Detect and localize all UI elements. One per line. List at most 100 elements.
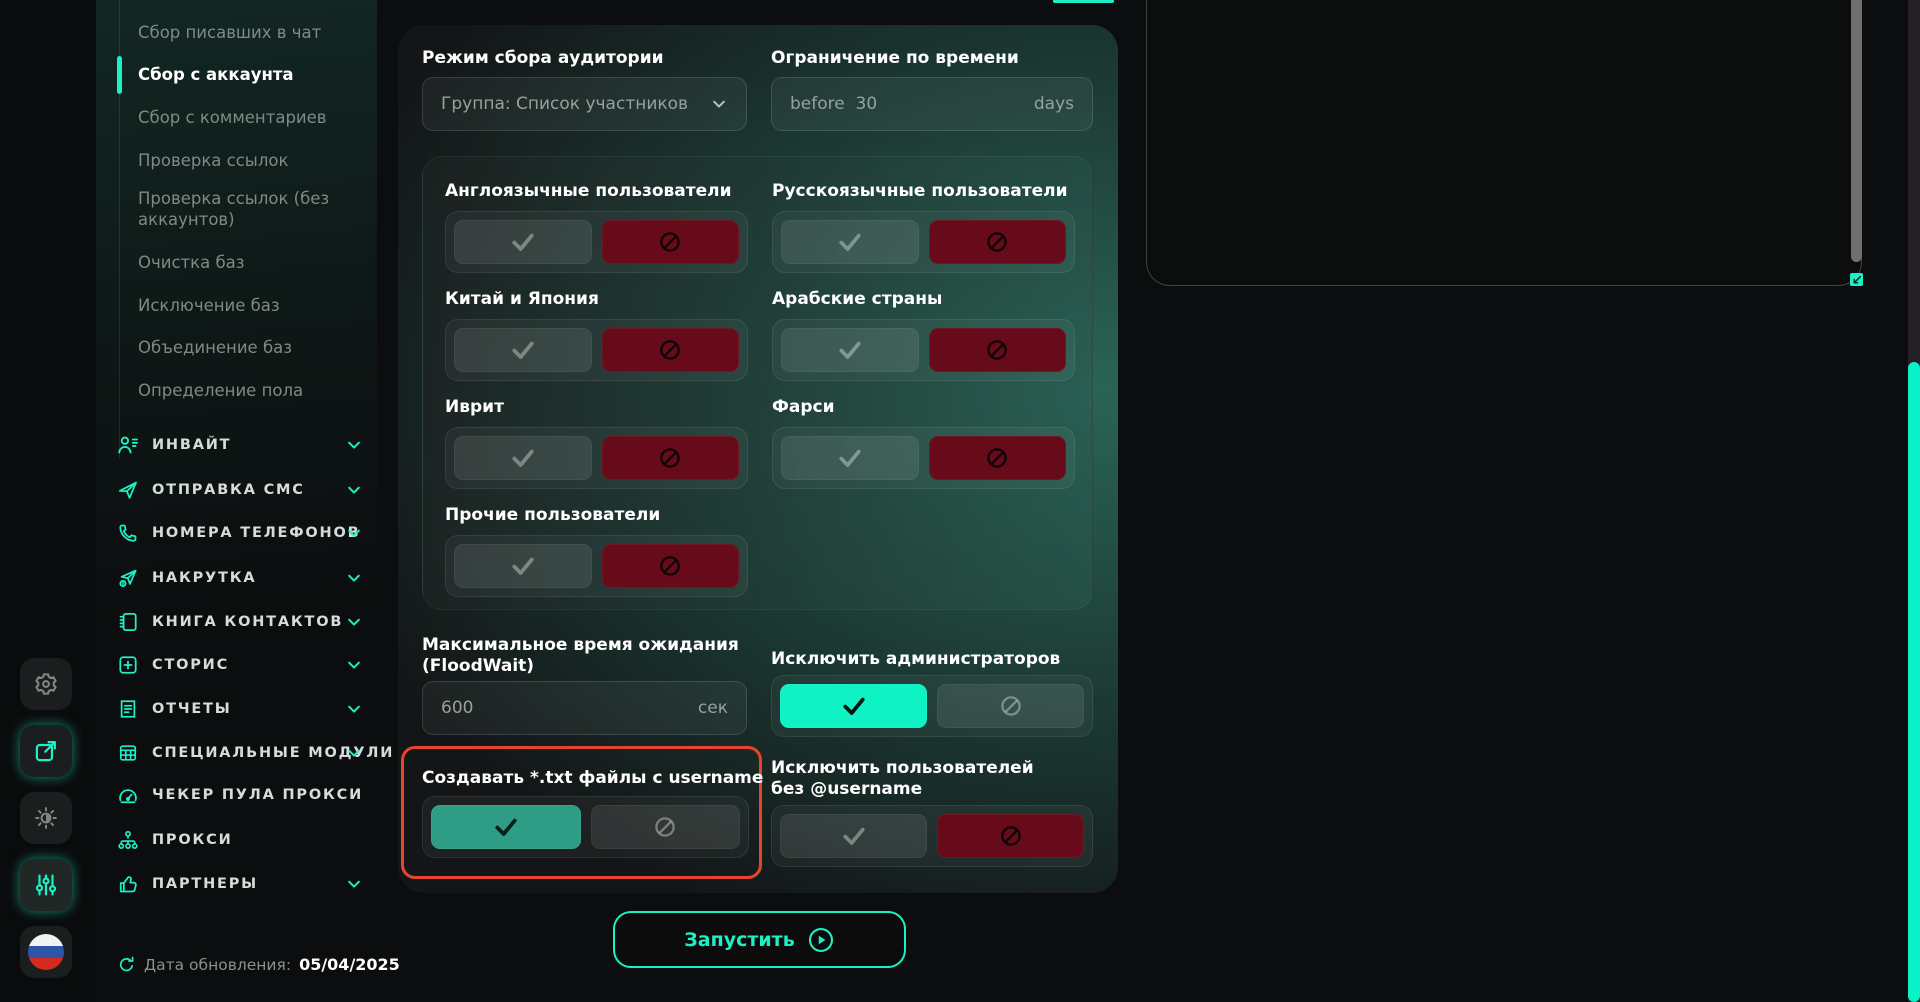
language-filter-4-disable-button[interactable] (601, 436, 739, 480)
language-filter-3-disable-button[interactable] (928, 328, 1066, 372)
language-filter-3-enable-button[interactable] (781, 328, 919, 372)
txt-files-label: Создавать *.txt файлы с username (422, 768, 764, 788)
sidebar-section-label: ЧЕКЕР ПУЛА ПРОКСИ (152, 787, 364, 803)
exclude-admins-enable-button[interactable] (780, 684, 927, 728)
sidebar-section-label: НОМЕРА ТЕЛЕФОНОВ (152, 525, 361, 541)
modules-button[interactable] (20, 859, 72, 911)
proxy-checker-icon (117, 784, 139, 806)
theme-button[interactable] (20, 792, 72, 844)
language-filter-label: Фарси (772, 397, 835, 417)
exclude-no-username-enable-button[interactable] (780, 814, 927, 858)
txt-files-enable-button[interactable] (431, 805, 581, 849)
language-filter-4-enable-button[interactable] (454, 436, 592, 480)
language-button[interactable] (20, 926, 72, 978)
chevron-down-icon (345, 613, 363, 631)
exclude-admins-toggle (771, 675, 1093, 737)
language-filters-card: Англоязычные пользователи Русскоязычные п… (422, 156, 1093, 610)
sidebar-section[interactable]: НОМЕРА ТЕЛЕФОНОВ (96, 512, 377, 554)
sidebar-item[interactable]: Проверка ссылок (без аккаунтов) (138, 189, 330, 229)
floodwait-suffix: сек (697, 698, 728, 718)
language-filter-5-disable-button[interactable] (928, 436, 1066, 480)
prohibit-icon (658, 554, 682, 578)
check-icon (836, 228, 864, 256)
prohibit-icon (658, 446, 682, 470)
check-icon (509, 228, 537, 256)
language-filter-2-toggle (445, 319, 748, 381)
check-icon (509, 336, 537, 364)
sidebar-item[interactable]: Исключение баз (138, 296, 280, 315)
sidebar-item[interactable]: Определение пола (138, 381, 304, 400)
language-filter-2-disable-button[interactable] (601, 328, 739, 372)
language-filter-1-enable-button[interactable] (781, 220, 919, 264)
run-button[interactable]: Запустить (613, 911, 906, 968)
sidebar-section[interactable]: КНИГА КОНТАКТОВ (96, 601, 377, 643)
language-filter-6-enable-button[interactable] (454, 544, 592, 588)
sidebar-section[interactable]: ИНВАЙТ (96, 424, 377, 466)
refresh-icon[interactable] (117, 955, 136, 974)
language-filter-0-disable-button[interactable] (601, 220, 739, 264)
sidebar-item[interactable]: Сбор с комментариев (138, 108, 327, 127)
play-icon (807, 926, 835, 954)
sidebar-section[interactable]: СТОРИС (96, 644, 377, 686)
sliders-icon (33, 872, 59, 898)
sidebar-section[interactable]: НАКРУТКА (96, 557, 377, 599)
sidebar-item[interactable]: Сбор писавших в чат (138, 23, 322, 42)
prohibit-icon (999, 694, 1023, 718)
sidebar-section[interactable]: ОТЧЕТЫ (96, 688, 377, 730)
language-filter-0-toggle (445, 211, 748, 273)
boost-icon (117, 567, 139, 589)
sidebar-item[interactable]: Очистка баз (138, 253, 245, 272)
top-accent-line (1053, 0, 1114, 3)
language-filter-1-disable-button[interactable] (928, 220, 1066, 264)
time-limit-value: before 30 (790, 94, 878, 114)
language-filter-6-disable-button[interactable] (601, 544, 739, 588)
txt-files-disable-button[interactable] (590, 805, 740, 849)
language-filter-2-enable-button[interactable] (454, 328, 592, 372)
panel-scrollbar-thumb[interactable] (1851, 0, 1862, 262)
resize-grip-icon[interactable] (1850, 273, 1863, 286)
page-scrollbar-track (1908, 0, 1920, 1002)
exclude-admins-disable-button[interactable] (937, 684, 1084, 728)
update-date-label: Дата обновления: (144, 955, 292, 974)
check-icon (509, 444, 537, 472)
check-icon (836, 444, 864, 472)
exclude-no-username-disable-button[interactable] (937, 814, 1084, 858)
sidebar-section-label: СПЕЦИАЛЬНЫЕ МОДУЛИ (152, 745, 395, 761)
settings-button[interactable] (20, 658, 72, 710)
floodwait-label: Максимальное время ожидания (FloodWait) (422, 635, 739, 676)
sidebar: Сбор писавших в чат Сбор с аккаунта Сбор с… (96, 0, 400, 1002)
page-scrollbar-thumb[interactable] (1908, 362, 1920, 1002)
sidebar-section[interactable]: ОТПРАВКА СМС (96, 469, 377, 511)
reports-icon (117, 698, 139, 720)
audience-mode-select[interactable]: Группа: Список участников (422, 77, 747, 131)
language-filter-6-toggle (445, 535, 748, 597)
open-external-button[interactable] (20, 725, 72, 777)
sidebar-item[interactable]: Объединение баз (138, 338, 293, 357)
language-filter-1-toggle (772, 211, 1075, 273)
active-item-indicator (117, 56, 122, 94)
exclude-admins-label: Исключить администраторов (771, 649, 1061, 669)
sidebar-section[interactable]: СПЕЦИАЛЬНЫЕ МОДУЛИ (96, 732, 392, 774)
sidebar-item[interactable]: Проверка ссылок (138, 151, 289, 170)
language-filter-label: Иврит (445, 397, 504, 417)
language-filter-5-enable-button[interactable] (781, 436, 919, 480)
floodwait-input[interactable]: 600 сек (422, 681, 747, 735)
language-filter-4-toggle (445, 427, 748, 489)
special-modules-icon (117, 742, 139, 764)
sidebar-item-active[interactable]: Сбор с аккаунта (138, 65, 294, 84)
sidebar-section-label: ОТПРАВКА СМС (152, 482, 305, 498)
sidebar-section[interactable]: ПАРТНЕРЫ (96, 863, 377, 905)
settings-panel: Режим сбора аудитории Группа: Список уча… (398, 25, 1118, 893)
sidebar-section[interactable]: ПРОКСИ (96, 819, 377, 861)
sidebar-section[interactable]: ЧЕКЕР ПУЛА ПРОКСИ (96, 774, 377, 816)
time-limit-input[interactable]: before 30 days (771, 77, 1093, 131)
prohibit-icon (985, 230, 1009, 254)
brightness-icon (33, 805, 59, 831)
check-icon (509, 552, 537, 580)
language-filter-0-enable-button[interactable] (454, 220, 592, 264)
log-panel (1146, 0, 1862, 286)
language-filter-label: Арабские страны (772, 289, 943, 309)
exclude-no-username-label: Исключить пользователей без @username (771, 758, 1034, 799)
txt-files-toggle (422, 796, 749, 858)
